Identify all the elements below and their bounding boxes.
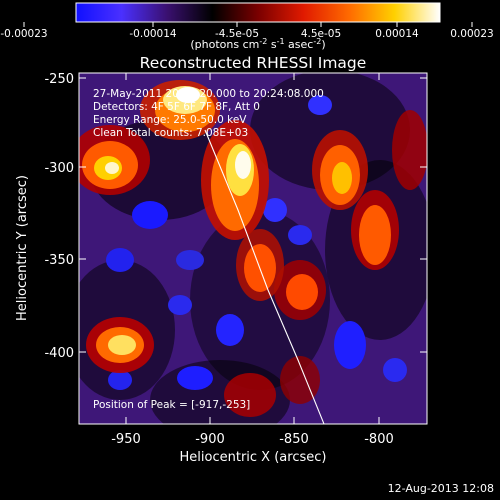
colorbar-gradient	[75, 2, 441, 23]
y-tick-label: -350	[44, 253, 74, 268]
solar-limb	[204, 129, 325, 424]
x-axis-ticks: -950 -900 -850 -800	[111, 73, 394, 447]
peak-position: Position of Peak = [-917,-253]	[93, 399, 250, 411]
annotation-energy: Energy Range: 25.0-50.0 keV	[93, 114, 247, 126]
annotation-time: 27-May-2011 20:20:20.000 to 20:24:08.000	[93, 88, 324, 100]
colorbar-tick-label: 0.00014	[375, 28, 419, 40]
plot-frame	[78, 72, 428, 425]
colorbar: -0.00023 -0.00014 -4.5e-05 4.5e-05 0.00014 0.…	[0, 2, 494, 51]
x-tick-label: -850	[279, 432, 309, 447]
colorbar-tick-label: 0.00023	[450, 28, 493, 40]
y-tick-label: -300	[44, 161, 74, 176]
x-tick-label: -900	[195, 432, 225, 447]
y-axis-label: Heliocentric Y (arcsec)	[15, 175, 30, 321]
x-axis-label: Heliocentric X (arcsec)	[180, 450, 327, 465]
colorbar-units: (photons cm-2 s-1 asec-2)	[190, 37, 325, 51]
colorbar-tick-label: 4.5e-05	[301, 28, 341, 40]
colorbar-tick-label: -0.00014	[129, 28, 177, 40]
colorbar-tick-label: -4.5e-05	[215, 28, 259, 40]
flux-map	[79, 73, 427, 424]
x-tick-label: -800	[364, 432, 394, 447]
footer-date: 12-Aug-2013 12:08	[388, 482, 494, 495]
annotation-detectors: Detectors: 4F 5F 6F 7F 8F, Att 0	[93, 101, 260, 113]
y-axis-ticks: -250 -300 -350 -400	[44, 72, 427, 361]
plot-title: Reconstructed RHESSI Image	[140, 54, 367, 72]
annotation-block: 27-May-2011 20:20:20.000 to 20:24:08.000…	[93, 88, 324, 139]
y-tick-label: -400	[44, 346, 74, 361]
x-tick-label: -950	[111, 432, 141, 447]
colorbar-ticks: -0.00023 -0.00014 -4.5e-05 4.5e-05 0.00014 0.…	[0, 22, 494, 40]
y-tick-label: -250	[44, 72, 74, 87]
annotation-counts: Clean Total counts: 7.08E+03	[93, 127, 248, 139]
colorbar-tick-label: -0.00023	[0, 28, 47, 40]
